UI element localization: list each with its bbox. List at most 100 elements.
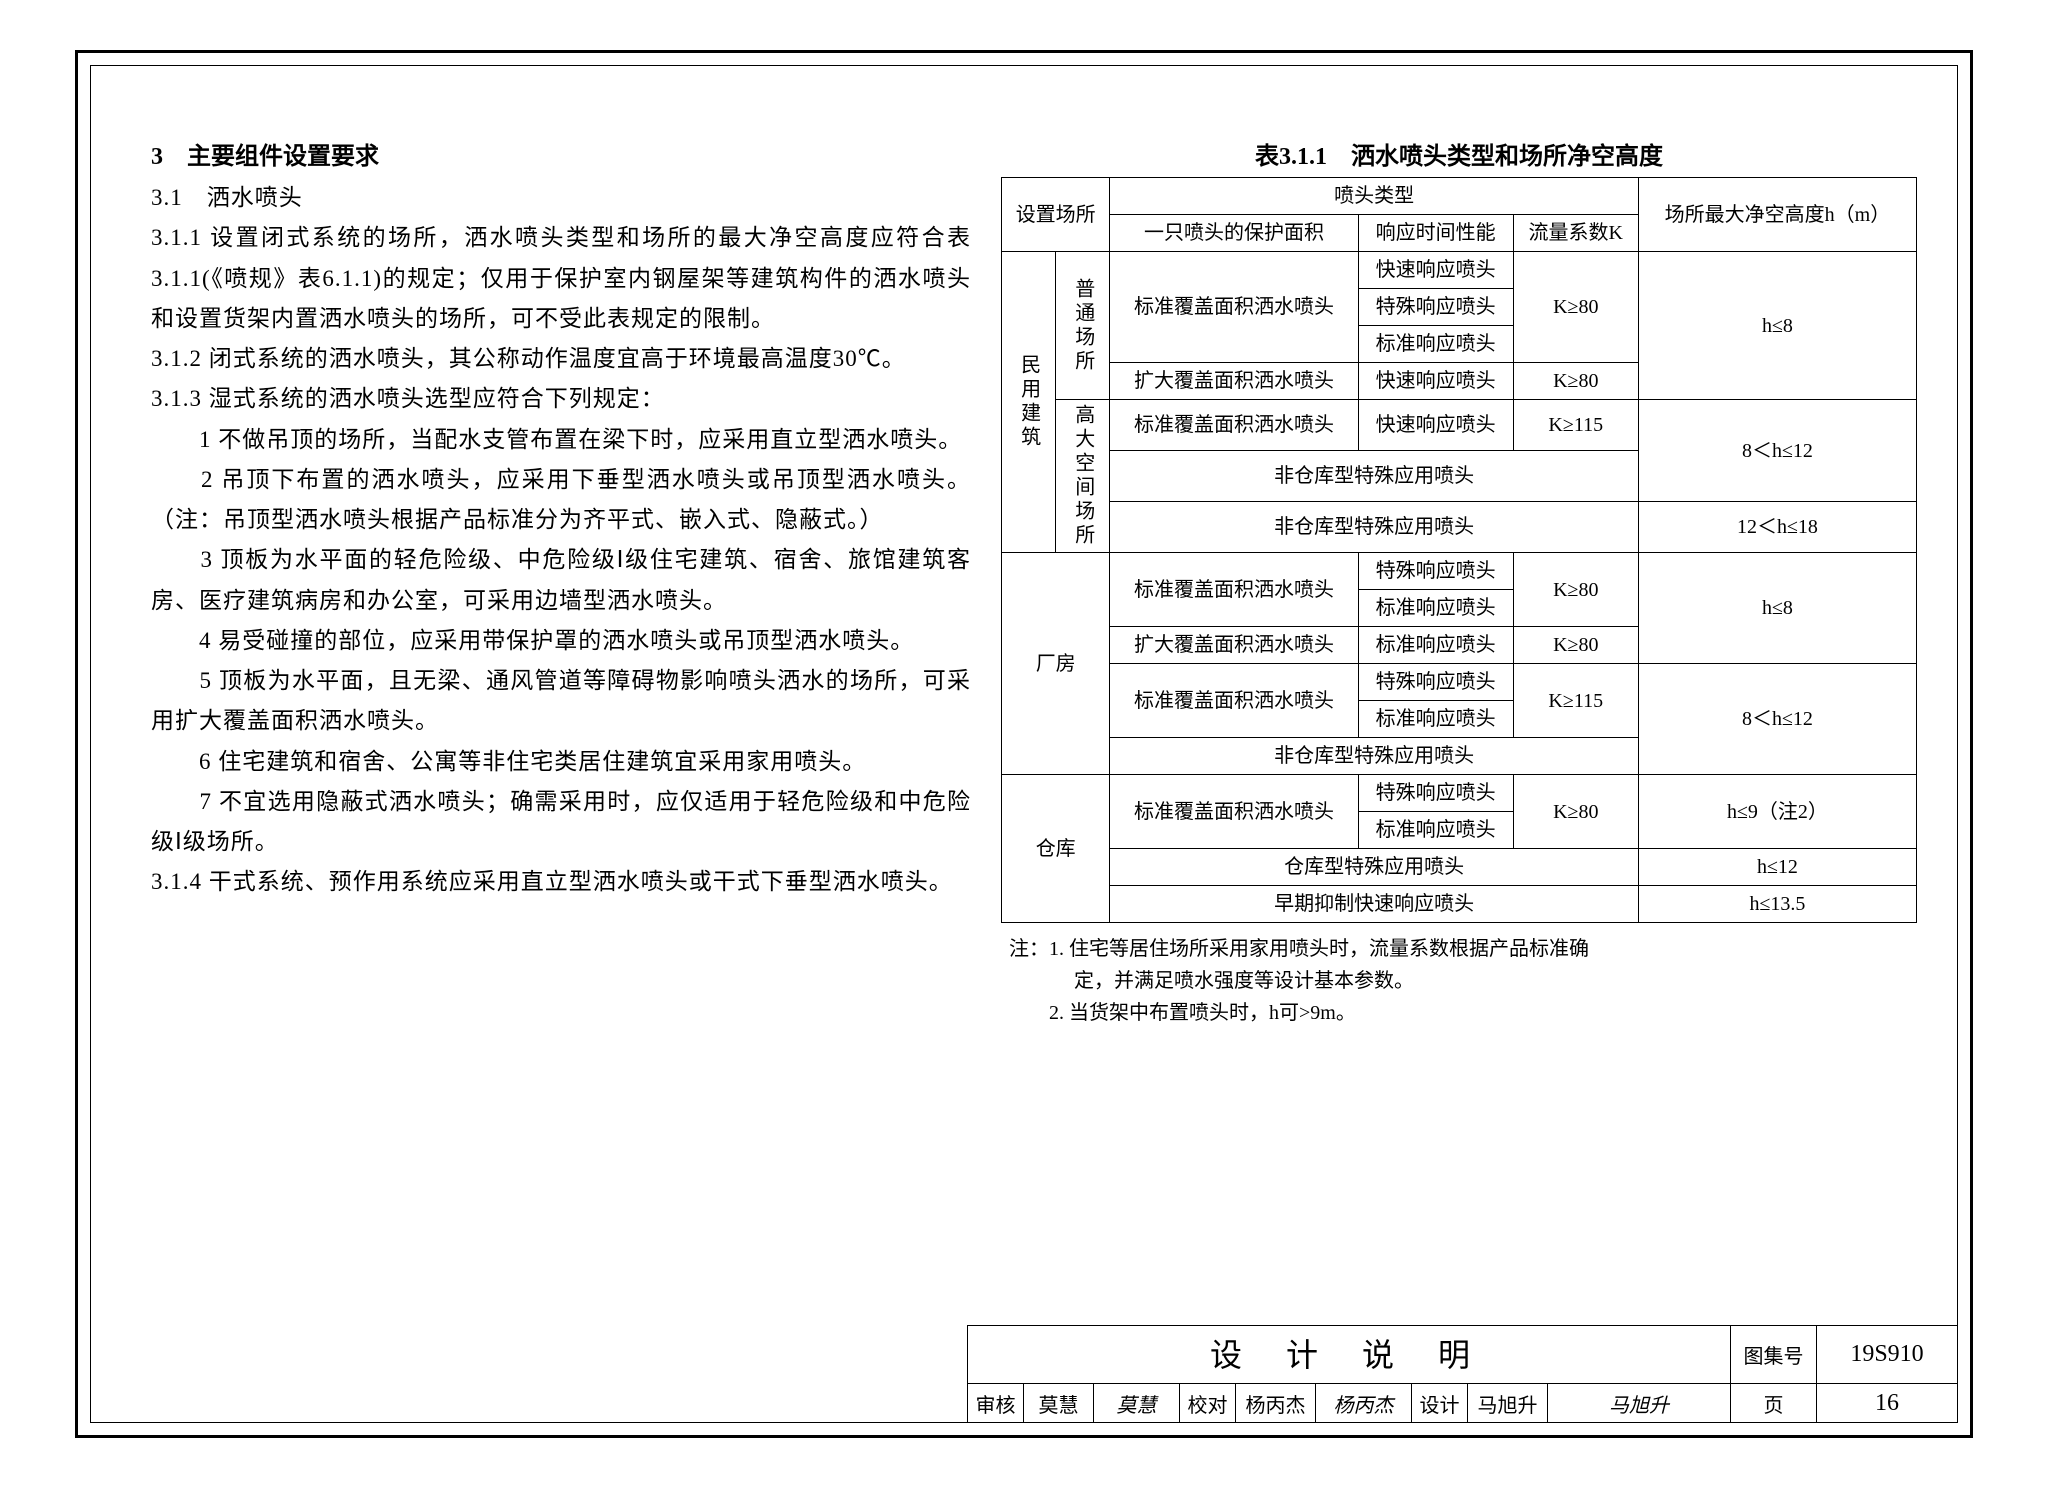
table-row: 早期抑制快速响应喷头 h≤13.5 — [1002, 886, 1917, 923]
cell: 标准覆盖面积洒水喷头 — [1110, 252, 1358, 363]
para-3-1-3-2: 2 吊顶下布置的洒水喷头，应采用下垂型洒水喷头或吊顶型洒水喷头。（注：吊顶型洒水… — [151, 460, 971, 541]
cell: 标准覆盖面积洒水喷头 — [1110, 553, 1358, 627]
cat-warehouse: 仓库 — [1002, 775, 1110, 923]
title-block: 设 计 说 明 图集号 19S910 审核 莫慧 莫慧 校对 杨丙杰 杨丙杰 设… — [967, 1325, 1957, 1422]
design-name: 马旭升 — [1468, 1384, 1548, 1422]
table-notes: 注：1. 住宅等居住场所采用家用喷头时，流量系数根据产品标准确 定，并满足喷水强… — [1001, 933, 1917, 1029]
header-place: 设置场所 — [1002, 178, 1110, 252]
right-column: 表3.1.1 洒水喷头类型和场所净空高度 设置场所 喷头类型 场所最大净空高度h… — [1001, 136, 1937, 1302]
cell: 仓库型特殊应用喷头 — [1110, 849, 1639, 886]
cell: 扩大覆盖面积洒水喷头 — [1110, 627, 1358, 664]
heading-3: 3 主要组件设置要求 — [151, 136, 971, 178]
para-3-1-3-5: 5 顶板为水平面，且无梁、通风管道等障碍物影响喷头洒水的场所，可采用扩大覆盖面积… — [151, 661, 971, 742]
cell: 扩大覆盖面积洒水喷头 — [1110, 363, 1358, 400]
title-row-1: 设 计 说 明 图集号 19S910 — [968, 1326, 1957, 1384]
header-area: 一只喷头的保护面积 — [1110, 215, 1358, 252]
left-column: 3 主要组件设置要求 3.1 洒水喷头 3.1.1 设置闭式系统的场所，洒水喷头… — [151, 136, 971, 1302]
check-signature: 杨丙杰 — [1316, 1384, 1412, 1422]
table-row: 标准覆盖面积洒水喷头 特殊响应喷头 K≥115 8＜h≤12 — [1002, 664, 1917, 701]
cell: 8＜h≤12 — [1638, 664, 1916, 775]
cell: 非仓库型特殊应用喷头 — [1110, 738, 1639, 775]
cell: 标准响应喷头 — [1358, 590, 1513, 627]
header-resp: 响应时间性能 — [1358, 215, 1513, 252]
para-3-1-3-7: 7 不宜选用隐蔽式洒水喷头；确需采用时，应仅适用于轻危险级和中危险级Ⅰ级场所。 — [151, 782, 971, 863]
cell: 早期抑制快速响应喷头 — [1110, 886, 1639, 923]
drawing-title: 设 计 说 明 — [968, 1326, 1731, 1383]
cell: K≥115 — [1513, 664, 1638, 738]
cell: 标准覆盖面积洒水喷头 — [1110, 775, 1358, 849]
table-row: 仓库型特殊应用喷头 h≤12 — [1002, 849, 1917, 886]
para-3-1-3-3: 3 顶板为水平面的轻危险级、中危险级Ⅰ级住宅建筑、宿舍、旅馆建筑客房、医疗建筑病… — [151, 540, 971, 621]
design-signature: 马旭升 — [1548, 1384, 1731, 1422]
cell: K≥80 — [1513, 553, 1638, 627]
cell: 12＜h≤18 — [1638, 502, 1916, 553]
cat-civil: 民用建筑 — [1002, 252, 1056, 553]
design-label: 设计 — [1412, 1384, 1468, 1422]
para-3-1-3-4: 4 易受碰撞的部位，应采用带保护罩的洒水喷头或吊顶型洒水喷头。 — [151, 621, 971, 661]
check-name: 杨丙杰 — [1236, 1384, 1316, 1422]
para-3-1-4: 3.1.4 干式系统、预作用系统应采用直立型洒水喷头或干式下垂型洒水喷头。 — [151, 862, 971, 902]
set-label: 图集号 — [1731, 1326, 1817, 1383]
content-area: 3 主要组件设置要求 3.1 洒水喷头 3.1.1 设置闭式系统的场所，洒水喷头… — [91, 66, 1957, 1302]
cell: h≤13.5 — [1638, 886, 1916, 923]
header-type: 喷头类型 — [1110, 178, 1639, 215]
cell: K≥80 — [1513, 252, 1638, 363]
outer-border: 3 主要组件设置要求 3.1 洒水喷头 3.1.1 设置闭式系统的场所，洒水喷头… — [75, 50, 1973, 1438]
para-3-1-1: 3.1.1 设置闭式系统的场所，洒水喷头类型和场所的最大净空高度应符合表3.1.… — [151, 218, 971, 339]
cat-ordinary: 普通场所 — [1056, 252, 1110, 400]
cell: h≤8 — [1638, 252, 1916, 400]
cell: 特殊响应喷头 — [1358, 289, 1513, 326]
cell: 非仓库型特殊应用喷头 — [1110, 451, 1639, 502]
cell: h≤9（注2） — [1638, 775, 1916, 849]
cell: h≤8 — [1638, 553, 1916, 664]
check-label: 校对 — [1180, 1384, 1236, 1422]
table-row: 设置场所 喷头类型 场所最大净空高度h（m） — [1002, 178, 1917, 215]
audit-label: 审核 — [968, 1384, 1024, 1422]
para-3-1-3: 3.1.3 湿式系统的洒水喷头选型应符合下列规定： — [151, 379, 971, 419]
table-row: 民用建筑 普通场所 标准覆盖面积洒水喷头 快速响应喷头 K≥80 h≤8 — [1002, 252, 1917, 289]
cell: K≥115 — [1513, 400, 1638, 451]
cell: 特殊响应喷头 — [1358, 775, 1513, 812]
heading-3-1: 3.1 洒水喷头 — [151, 178, 971, 218]
table-caption: 表3.1.1 洒水喷头类型和场所净空高度 — [1001, 136, 1917, 171]
audit-name: 莫慧 — [1024, 1384, 1094, 1422]
cell: 标准覆盖面积洒水喷头 — [1110, 664, 1358, 738]
set-number: 19S910 — [1817, 1326, 1957, 1383]
audit-signature: 莫慧 — [1094, 1384, 1180, 1422]
page-number: 16 — [1817, 1384, 1957, 1422]
cell: K≥80 — [1513, 775, 1638, 849]
header-height: 场所最大净空高度h（m） — [1638, 178, 1916, 252]
cell: 特殊响应喷头 — [1358, 664, 1513, 701]
page-label: 页 — [1731, 1384, 1817, 1422]
note-2: 2. 当货架中布置喷头时，h可>9m。 — [1009, 997, 1917, 1029]
table-row: 仓库 标准覆盖面积洒水喷头 特殊响应喷头 K≥80 h≤9（注2） — [1002, 775, 1917, 812]
cell: 非仓库型特殊应用喷头 — [1110, 502, 1639, 553]
cell: 快速响应喷头 — [1358, 363, 1513, 400]
cell: h≤12 — [1638, 849, 1916, 886]
table-row: 高大空间场所 标准覆盖面积洒水喷头 快速响应喷头 K≥115 8＜h≤12 — [1002, 400, 1917, 451]
cell: 特殊响应喷头 — [1358, 553, 1513, 590]
title-row-2: 审核 莫慧 莫慧 校对 杨丙杰 杨丙杰 设计 马旭升 马旭升 页 16 — [968, 1384, 1957, 1422]
cell: 标准响应喷头 — [1358, 701, 1513, 738]
note-1a: 注：1. 住宅等居住场所采用家用喷头时，流量系数根据产品标准确 — [1009, 933, 1917, 965]
table-row: 非仓库型特殊应用喷头 12＜h≤18 — [1002, 502, 1917, 553]
para-3-1-3-1: 1 不做吊顶的场所，当配水支管布置在梁下时，应采用直立型洒水喷头。 — [151, 420, 971, 460]
cell: 标准响应喷头 — [1358, 812, 1513, 849]
cell: K≥80 — [1513, 627, 1638, 664]
cell: 标准响应喷头 — [1358, 627, 1513, 664]
spec-table: 设置场所 喷头类型 场所最大净空高度h（m） 一只喷头的保护面积 响应时间性能 … — [1001, 177, 1917, 923]
header-k: 流量系数K — [1513, 215, 1638, 252]
cell: 标准响应喷头 — [1358, 326, 1513, 363]
cell: 快速响应喷头 — [1358, 252, 1513, 289]
cat-factory: 厂房 — [1002, 553, 1110, 775]
para-3-1-2: 3.1.2 闭式系统的洒水喷头，其公称动作温度宜高于环境最高温度30℃。 — [151, 339, 971, 379]
cell: 标准覆盖面积洒水喷头 — [1110, 400, 1358, 451]
cell: 快速响应喷头 — [1358, 400, 1513, 451]
cell: 8＜h≤12 — [1638, 400, 1916, 502]
inner-border: 3 主要组件设置要求 3.1 洒水喷头 3.1.1 设置闭式系统的场所，洒水喷头… — [90, 65, 1958, 1423]
cell: K≥80 — [1513, 363, 1638, 400]
cat-tall: 高大空间场所 — [1056, 400, 1110, 553]
para-3-1-3-6: 6 住宅建筑和宿舍、公寓等非住宅类居住建筑宜采用家用喷头。 — [151, 742, 971, 782]
note-1b: 定，并满足喷水强度等设计基本参数。 — [1009, 965, 1917, 997]
table-row: 厂房 标准覆盖面积洒水喷头 特殊响应喷头 K≥80 h≤8 — [1002, 553, 1917, 590]
